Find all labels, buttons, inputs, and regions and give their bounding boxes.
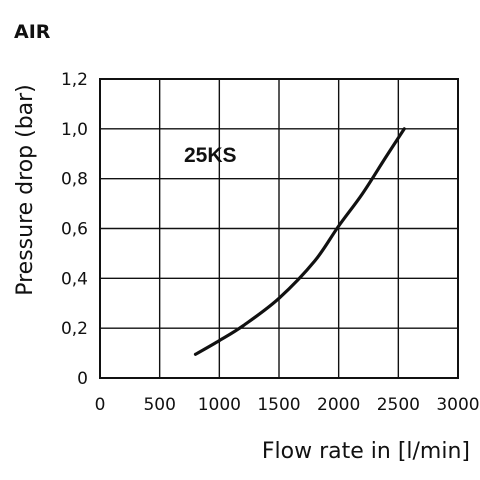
y-tick-label: 1,0 (61, 120, 88, 140)
y-tick-label: 0 (77, 369, 88, 389)
curve-layer (193, 127, 406, 356)
x-tick-label: 2000 (317, 395, 360, 415)
chart-title: AIR (14, 21, 51, 43)
plot-frame (99, 78, 459, 379)
x-tick-label: 3000 (436, 395, 479, 415)
tick-labels: 0 500 1000 1500 2000 2500 3000 0 0,2 0,4 0,6 0,8 1,0… (61, 70, 480, 415)
y-tick-label: 0,6 (61, 220, 88, 240)
x-tick-label: 500 (143, 395, 175, 415)
x-tick-label: 1500 (257, 395, 300, 415)
y-tick-label: 1,2 (61, 70, 88, 90)
y-tick-label: 0,4 (61, 269, 88, 289)
x-axis-label: Flow rate in [l/min] (262, 439, 470, 464)
y-axis-label: Pressure drop (bar) (13, 84, 38, 296)
series-annotation: 25KS (184, 144, 237, 167)
x-tick-label: 0 (95, 395, 106, 415)
y-tick-label: 0,2 (61, 319, 88, 339)
y-tick-label: 0,8 (61, 170, 88, 190)
x-tick-label: 2500 (377, 395, 420, 415)
x-tick-label: 1000 (198, 395, 241, 415)
series-line-0 (193, 127, 406, 356)
grid (99, 78, 459, 379)
